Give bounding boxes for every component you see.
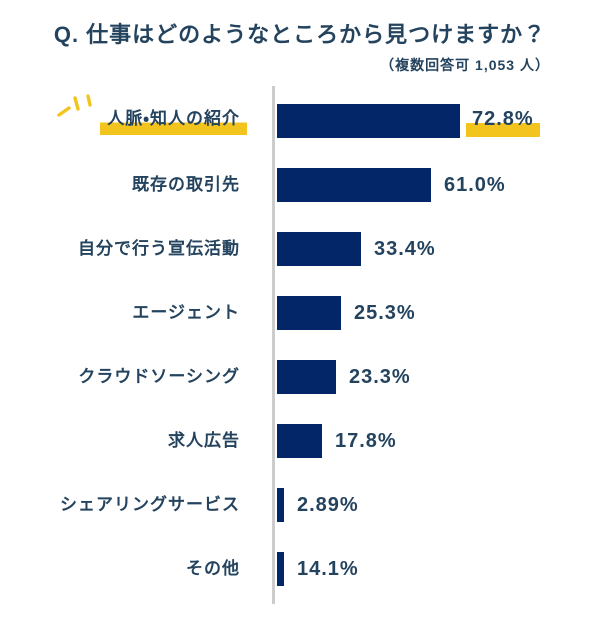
category-label-cell: シェアリングサービス bbox=[0, 493, 240, 517]
category-label: 自分で行う宣伝活動 bbox=[78, 239, 240, 258]
category-label-cell: エージェント bbox=[0, 301, 240, 325]
chart-row: その他 14.1% bbox=[0, 537, 600, 601]
chart-row: 既存の取引先 61.0% bbox=[0, 153, 600, 217]
category-label: その他 bbox=[186, 559, 240, 578]
category-label: シェアリングサービス bbox=[60, 495, 240, 514]
sparkle-icon bbox=[57, 94, 92, 117]
value-label: 17.8% bbox=[335, 430, 397, 452]
chart-row: クラウドソーシング 23.3% bbox=[0, 345, 600, 409]
category-label: クラウドソーシング bbox=[78, 367, 240, 386]
chart-row: 自分で行う宣伝活動 33.4% bbox=[0, 217, 600, 281]
bar bbox=[277, 424, 322, 458]
bar bbox=[277, 296, 341, 330]
category-label: 既存の取引先 bbox=[132, 175, 240, 194]
value-label: 33.4% bbox=[374, 238, 436, 260]
bar-chart: 人脈・知人の紹介 72.8% 既存の取引先 61.0% 自分で行う宣伝活動 33… bbox=[0, 86, 600, 604]
chart-row: 求人広告 17.8% bbox=[0, 409, 600, 473]
category-label: エージェント bbox=[132, 303, 240, 322]
value-label: 23.3% bbox=[349, 366, 411, 388]
bar bbox=[277, 552, 284, 586]
category-label-cell: クラウドソーシング bbox=[0, 365, 240, 389]
value-label: 61.0% bbox=[444, 174, 506, 196]
value-label: 14.1% bbox=[297, 558, 359, 580]
value-label: 2.89% bbox=[297, 494, 359, 516]
category-label-cell: その他 bbox=[0, 557, 240, 581]
category-label-cell: 人脈・知人の紹介 bbox=[0, 94, 247, 135]
bar bbox=[277, 104, 460, 138]
chart-row: シェアリングサービス 2.89% bbox=[0, 473, 600, 537]
bar bbox=[277, 232, 361, 266]
chart-row: エージェント 25.3% bbox=[0, 281, 600, 345]
category-label-cell: 既存の取引先 bbox=[0, 173, 240, 197]
category-label-cell: 自分で行う宣伝活動 bbox=[0, 237, 240, 261]
chart-title: Q. 仕事はどのようなところから見つけますか？ bbox=[53, 22, 547, 47]
bar bbox=[277, 488, 284, 522]
category-label: 人脈・知人の紹介 bbox=[100, 107, 247, 135]
chart-subtitle: （複数回答可 1,053 人） bbox=[380, 57, 550, 73]
bar bbox=[277, 360, 336, 394]
category-label: 求人広告 bbox=[168, 431, 240, 450]
category-label-cell: 求人広告 bbox=[0, 429, 240, 453]
chart-row: 人脈・知人の紹介 72.8% bbox=[0, 89, 600, 153]
bar bbox=[277, 168, 431, 202]
value-label: 25.3% bbox=[354, 302, 416, 324]
value-label: 72.8% bbox=[466, 105, 540, 137]
